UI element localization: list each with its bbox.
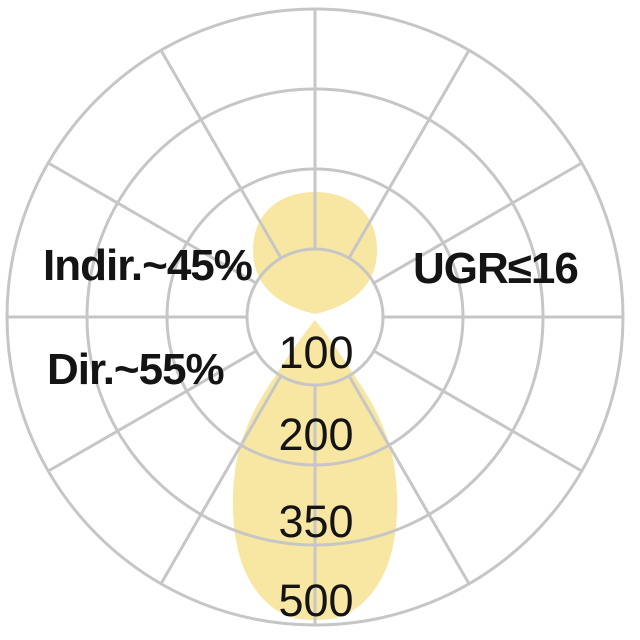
grid-spoke-240: [47, 349, 257, 473]
grid-spoke-210: [159, 375, 283, 585]
ring-label-500: 500: [278, 575, 353, 626]
grid-spoke-300: [47, 161, 257, 285]
indirect-share-label: Indir.~45%: [43, 241, 252, 290]
direct-share-label: Dir.~55%: [47, 345, 224, 394]
grid-spoke-30: [347, 49, 471, 259]
indirect-lobe: [253, 192, 377, 314]
ring-label-100: 100: [278, 327, 353, 378]
grid-spoke-120: [373, 349, 583, 473]
ugr-label: UGR≤16: [413, 244, 578, 293]
grid-spoke-150: [347, 375, 471, 585]
ring-label-350: 350: [278, 496, 353, 547]
polar-grid-spokes: [7, 9, 623, 625]
grid-spoke-330: [159, 49, 283, 259]
annotation-labels: Indir.~45% UGR≤16 Dir.~55%: [43, 241, 579, 394]
ring-value-labels: 100 200 350 500: [278, 327, 353, 626]
grid-spoke-60: [373, 161, 583, 285]
ring-label-200: 200: [278, 409, 353, 460]
